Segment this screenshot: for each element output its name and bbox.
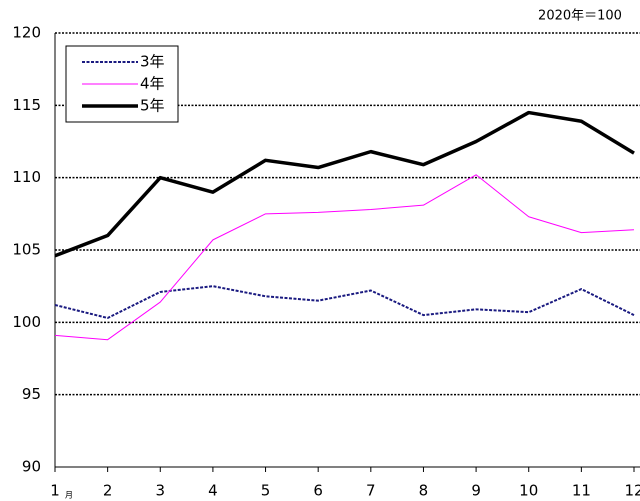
series-line	[54, 110, 635, 258]
x-tick-label: 6	[313, 482, 323, 500]
y-tick-label: 100	[12, 313, 41, 331]
x-tick-label: 8	[419, 482, 429, 500]
legend-label: 5年	[140, 97, 165, 115]
y-tick-label: 115	[12, 96, 41, 114]
series-line	[54, 285, 635, 319]
x-tick-label: 10	[519, 482, 538, 500]
series-line	[54, 174, 635, 341]
y-tick-label: 90	[22, 458, 41, 476]
x-tick-label: 7	[366, 482, 376, 500]
x-tick-label: 12	[624, 482, 640, 500]
legend-label: 3年	[140, 53, 165, 71]
x-tick-label: 1	[50, 482, 60, 500]
x-axis-label: 月	[65, 491, 73, 500]
x-tick-label: 11	[572, 482, 591, 500]
x-tick-label: 3	[155, 482, 165, 500]
legend-label: 4年	[140, 75, 165, 93]
annotation: 2020年＝100	[538, 9, 622, 24]
y-tick-label: 120	[12, 24, 41, 42]
x-tick-label: 9	[471, 482, 481, 500]
x-tick-label: 4	[208, 482, 218, 500]
y-tick-label: 110	[12, 168, 41, 186]
y-tick-label: 105	[12, 241, 41, 259]
x-tick-label: 2	[103, 482, 113, 500]
x-tick-label: 5	[261, 482, 271, 500]
y-tick-label: 95	[22, 385, 41, 403]
